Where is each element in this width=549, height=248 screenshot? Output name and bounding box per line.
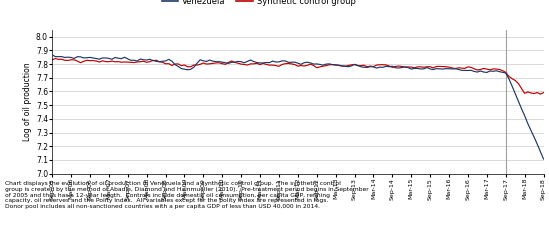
Legend: Venezuela, Synthetic control group: Venezuela, Synthetic control group: [158, 0, 359, 9]
Y-axis label: Log of oil production: Log of oil production: [23, 62, 32, 141]
Text: Chart displays the evolution of oil production in Venezuela and a synthetic cont: Chart displays the evolution of oil prod…: [5, 181, 369, 209]
